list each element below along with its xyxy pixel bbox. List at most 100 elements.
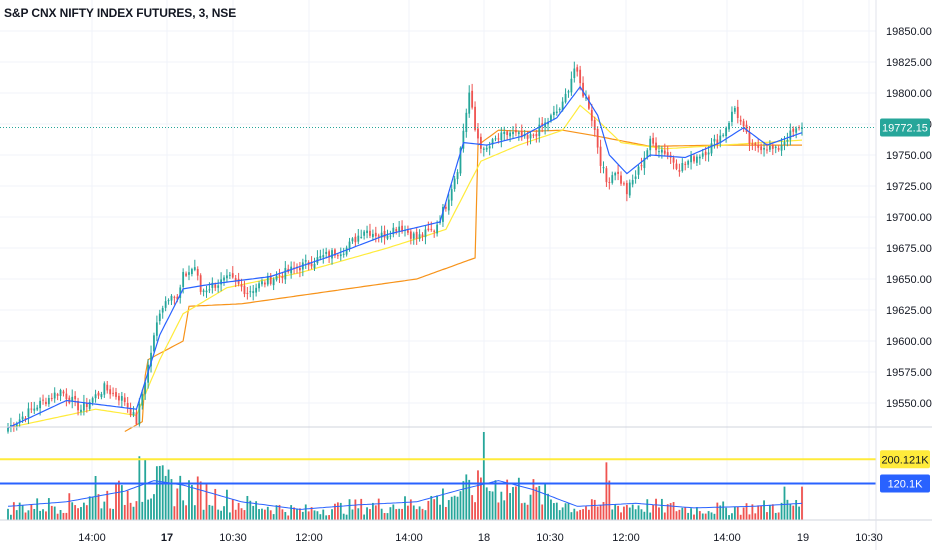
candle — [27, 408, 30, 418]
volume-bar — [628, 507, 631, 520]
candle — [240, 284, 243, 287]
volume-bar — [731, 513, 733, 520]
volume-bar — [205, 484, 208, 520]
candle — [123, 397, 126, 402]
candle — [94, 394, 97, 399]
volume-bar — [386, 513, 389, 520]
candle — [617, 171, 620, 174]
candle — [681, 163, 684, 171]
candle — [202, 290, 205, 292]
volume-bar — [395, 509, 398, 520]
volume-bar — [707, 511, 710, 520]
volume-bar — [50, 505, 53, 520]
candle — [733, 107, 736, 112]
volume-bar — [780, 502, 783, 520]
candle — [65, 393, 68, 400]
candle — [50, 397, 53, 399]
candle — [42, 399, 44, 401]
candle — [185, 273, 187, 276]
volume-bar — [640, 509, 643, 520]
candle — [357, 235, 360, 242]
y-tick-label: 19600.00 — [886, 336, 932, 348]
candle — [342, 253, 345, 255]
candle — [383, 230, 386, 238]
candle — [707, 152, 710, 155]
candle — [421, 234, 424, 237]
candle — [193, 267, 196, 270]
volume-bar — [351, 509, 354, 520]
x-tick-label: 12:00 — [612, 532, 640, 544]
candle — [47, 398, 50, 405]
volume-bar — [684, 507, 687, 520]
volume-bar — [471, 495, 474, 520]
volume-bar — [690, 508, 692, 520]
volume-bar — [97, 494, 100, 520]
candle — [620, 175, 622, 184]
volume-bar — [605, 462, 608, 520]
x-tick-label: 18 — [478, 532, 490, 544]
volume-bar — [199, 481, 202, 520]
volume-bar — [631, 504, 634, 520]
volume-pane[interactable] — [0, 432, 876, 520]
volume-bar — [88, 496, 91, 520]
volume-bar — [138, 456, 141, 520]
volume-bar — [82, 502, 85, 520]
candle — [602, 167, 605, 169]
vwap-series — [124, 129, 802, 433]
volume-bar — [655, 498, 657, 520]
candle — [418, 234, 421, 239]
candle — [500, 132, 503, 141]
candle — [442, 207, 444, 222]
volume-bar — [118, 480, 120, 520]
candle — [453, 178, 456, 189]
volume-bar — [234, 509, 237, 520]
volume-bar — [798, 506, 800, 520]
volume-bar — [354, 499, 357, 520]
volume-bar — [517, 477, 520, 520]
volume-bar — [795, 499, 798, 520]
volume-bar — [439, 504, 441, 520]
volume-bar — [564, 503, 567, 520]
candle — [593, 120, 596, 130]
volume-bar — [153, 494, 155, 520]
candle — [150, 352, 152, 367]
candle — [109, 389, 112, 395]
candle — [771, 145, 774, 149]
candle — [380, 232, 383, 238]
volume-bar — [757, 505, 760, 520]
candle — [360, 236, 363, 238]
volume-bar — [614, 504, 617, 520]
candle — [503, 131, 506, 135]
candle — [129, 408, 132, 416]
candle — [220, 279, 223, 285]
volume-bar — [129, 502, 132, 520]
y-tick-label: 19675.00 — [886, 243, 932, 255]
candle — [792, 128, 795, 132]
candle — [474, 106, 476, 130]
x-axis[interactable]: 14:00 17 10:30 12:00 14:00 18 10:30 12:00 14:00 1… — [78, 532, 883, 544]
candle — [103, 383, 106, 395]
candle — [36, 407, 39, 410]
candle — [284, 267, 287, 280]
candle — [325, 251, 328, 254]
volume-bar — [293, 507, 295, 520]
candle — [491, 139, 494, 145]
price-pane[interactable] — [0, 61, 876, 434]
candle — [748, 132, 751, 144]
x-tick-label: 19 — [797, 532, 809, 544]
volume-bar — [710, 512, 713, 520]
candle — [112, 392, 114, 394]
volume-bar — [634, 509, 637, 520]
y-axis[interactable]: 19850.0019825.0019800.0019775.0019750.00… — [886, 26, 932, 410]
volume-bar — [182, 500, 185, 520]
candle — [255, 287, 258, 293]
volume-bar — [590, 499, 593, 520]
volume-average-series — [7, 480, 803, 510]
volume-bar — [474, 502, 476, 520]
candle — [322, 255, 325, 258]
volume-bar — [681, 507, 684, 520]
volume-bar — [36, 498, 39, 520]
volume-bar — [742, 507, 745, 520]
ema-slow-line — [7, 104, 803, 429]
